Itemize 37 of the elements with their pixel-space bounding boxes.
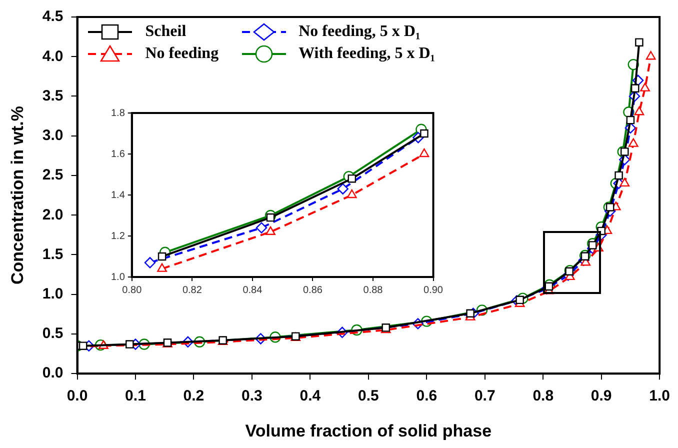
x-tick-label: 0.82	[182, 284, 202, 296]
y-tick-label: 4.5	[42, 8, 64, 26]
x-tick-label: 0.84	[242, 284, 263, 296]
y-tick-label: 1.8	[110, 108, 126, 119]
y-axis-title: Concentration in wt.%	[8, 106, 27, 285]
x-tick-label: 0.4	[300, 388, 322, 405]
y-tick-label: 1.5	[42, 246, 64, 263]
x-tick-label: 0.86	[302, 284, 323, 296]
legend-label: No feeding	[145, 45, 219, 63]
legend-label: With feeding, 5 x D₁	[298, 45, 436, 63]
x-tick-label: 0.88	[363, 284, 384, 296]
y-tick-label: 0.5	[42, 325, 64, 342]
x-tick-label: 0.9	[590, 388, 612, 405]
y-tick-label: 1.0	[110, 272, 126, 283]
x-tick-label: 0.7	[474, 388, 496, 405]
y-tick-label: 2.5	[42, 166, 64, 184]
y-tick-label: 1.2	[110, 230, 126, 242]
x-tick-label: 0.6	[416, 388, 438, 405]
x-tick-label: 0.5	[358, 388, 379, 405]
y-tick-label: 4.0	[42, 48, 64, 65]
x-tick-label: 0.90	[424, 284, 444, 296]
x-tick-label: 0.0	[66, 388, 88, 405]
legend-label: Scheil	[145, 23, 186, 41]
x-axis-title: Volume fraction of solid phase	[245, 421, 492, 440]
y-tick-label: 2.0	[42, 206, 64, 224]
x-tick-label: 0.80	[122, 284, 142, 296]
y-tick-label: 3.0	[42, 127, 64, 144]
x-tick-label: 1.0	[649, 388, 670, 405]
y-tick-label: 3.5	[42, 87, 64, 104]
x-tick-label: 0.2	[183, 388, 204, 405]
y-tick-label: 1.6	[110, 148, 126, 160]
legend-label: No feeding, 5 x D₁	[298, 23, 420, 41]
x-tick-label: 0.3	[242, 388, 262, 405]
y-tick-label: 0.0	[42, 364, 64, 382]
x-tick-label: 0.8	[532, 388, 554, 405]
y-tick-label: 1.4	[110, 190, 126, 201]
x-tick-label: 0.1	[125, 388, 146, 405]
